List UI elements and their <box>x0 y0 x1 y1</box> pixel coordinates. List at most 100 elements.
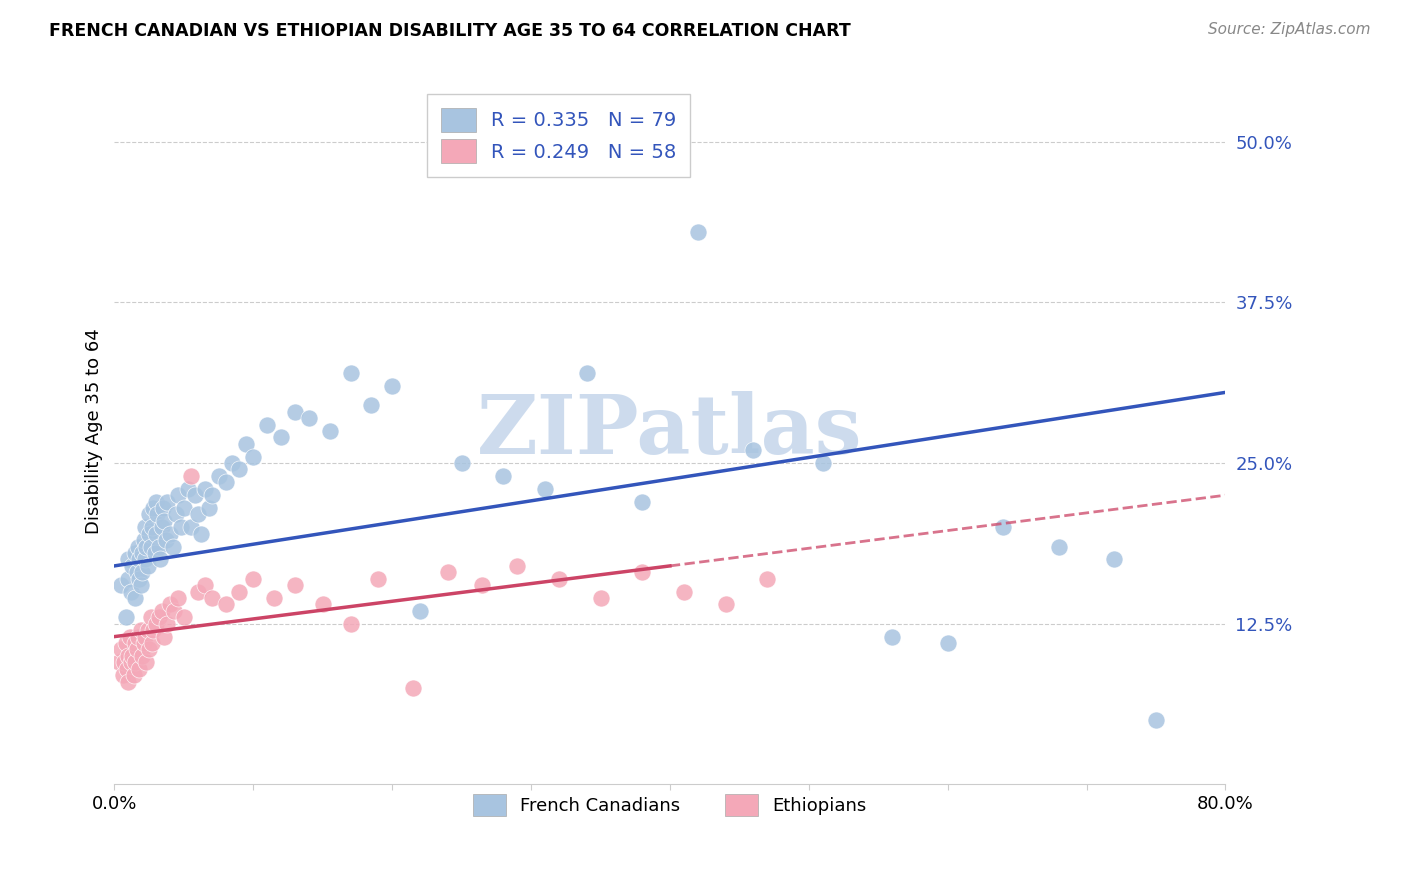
Point <box>177 482 200 496</box>
Point <box>155 533 177 548</box>
Point <box>138 526 160 541</box>
Point <box>125 566 148 580</box>
Point <box>631 494 654 508</box>
Point <box>142 501 165 516</box>
Point <box>201 488 224 502</box>
Point <box>110 642 132 657</box>
Point <box>235 437 257 451</box>
Point <box>129 623 152 637</box>
Point <box>124 591 146 605</box>
Point <box>180 520 202 534</box>
Point <box>882 630 904 644</box>
Point <box>153 630 176 644</box>
Point <box>631 566 654 580</box>
Point <box>136 558 159 573</box>
Text: ZIPatlas: ZIPatlas <box>477 391 863 471</box>
Point <box>143 546 166 560</box>
Point <box>471 578 494 592</box>
Point <box>402 681 425 695</box>
Point <box>150 604 173 618</box>
Point <box>242 572 264 586</box>
Point <box>111 668 134 682</box>
Point <box>409 604 432 618</box>
Point <box>117 674 139 689</box>
Point <box>142 623 165 637</box>
Point <box>141 636 163 650</box>
Text: Source: ZipAtlas.com: Source: ZipAtlas.com <box>1208 22 1371 37</box>
Point <box>156 494 179 508</box>
Point <box>145 526 167 541</box>
Point <box>110 578 132 592</box>
Point <box>547 572 569 586</box>
Point <box>284 404 307 418</box>
Point <box>134 552 156 566</box>
Point <box>115 662 138 676</box>
Point <box>436 566 458 580</box>
Point <box>124 546 146 560</box>
Point <box>125 642 148 657</box>
Text: FRENCH CANADIAN VS ETHIOPIAN DISABILITY AGE 35 TO 64 CORRELATION CHART: FRENCH CANADIAN VS ETHIOPIAN DISABILITY … <box>49 22 851 40</box>
Point <box>107 656 129 670</box>
Point <box>242 450 264 464</box>
Point <box>139 540 162 554</box>
Point <box>148 540 170 554</box>
Point <box>381 379 404 393</box>
Point <box>146 508 169 522</box>
Point <box>121 648 143 663</box>
Point <box>135 656 157 670</box>
Point <box>1144 713 1167 727</box>
Point <box>120 656 142 670</box>
Point <box>173 501 195 516</box>
Point <box>117 552 139 566</box>
Point <box>228 584 250 599</box>
Point <box>221 456 243 470</box>
Point <box>136 623 159 637</box>
Point <box>672 584 695 599</box>
Point <box>187 584 209 599</box>
Point <box>120 584 142 599</box>
Point <box>159 598 181 612</box>
Point <box>506 558 529 573</box>
Point <box>149 552 172 566</box>
Point <box>153 514 176 528</box>
Point <box>339 366 361 380</box>
Point <box>167 488 190 502</box>
Point <box>256 417 278 432</box>
Point <box>312 598 335 612</box>
Point <box>742 443 765 458</box>
Point <box>124 656 146 670</box>
Point <box>1047 540 1070 554</box>
Point <box>811 456 834 470</box>
Point <box>145 616 167 631</box>
Point <box>714 598 737 612</box>
Point <box>298 411 321 425</box>
Y-axis label: Disability Age 35 to 64: Disability Age 35 to 64 <box>86 328 103 533</box>
Point <box>170 520 193 534</box>
Point <box>122 668 145 682</box>
Point <box>128 552 150 566</box>
Point <box>134 630 156 644</box>
Point <box>450 456 472 470</box>
Point <box>148 610 170 624</box>
Point <box>367 572 389 586</box>
Point <box>756 572 779 586</box>
Point <box>114 610 136 624</box>
Point <box>131 648 153 663</box>
Point <box>534 482 557 496</box>
Point <box>201 591 224 605</box>
Point <box>686 225 709 239</box>
Point <box>114 636 136 650</box>
Point <box>138 508 160 522</box>
Point <box>145 494 167 508</box>
Point <box>162 540 184 554</box>
Point <box>339 616 361 631</box>
Point <box>284 578 307 592</box>
Point <box>117 572 139 586</box>
Point <box>139 610 162 624</box>
Point <box>190 526 212 541</box>
Point <box>228 462 250 476</box>
Point <box>936 636 959 650</box>
Point <box>131 546 153 560</box>
Point <box>207 469 229 483</box>
Point <box>187 508 209 522</box>
